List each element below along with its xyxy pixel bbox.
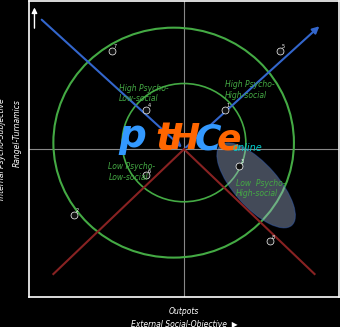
- Text: p: p: [118, 117, 146, 155]
- Text: External Social-Objective  ▶: External Social-Objective ▶: [131, 320, 237, 327]
- Text: 4: 4: [148, 103, 151, 108]
- Text: C: C: [195, 122, 221, 156]
- Text: Outpots: Outpots: [169, 307, 199, 316]
- Text: 6: 6: [148, 169, 151, 174]
- Text: 1: 1: [227, 103, 230, 108]
- Text: online: online: [233, 143, 262, 153]
- Text: H: H: [169, 122, 199, 156]
- Text: 7: 7: [114, 44, 117, 49]
- Text: Rangel-Turnamics: Rangel-Turnamics: [13, 99, 22, 167]
- Text: High Psycho-
Low-social: High Psycho- Low-social: [119, 83, 168, 103]
- Text: e: e: [216, 122, 241, 156]
- Ellipse shape: [217, 143, 295, 228]
- Text: 8: 8: [272, 234, 275, 240]
- Text: High Psycho-
High-social: High Psycho- High-social: [225, 80, 275, 100]
- Text: 5: 5: [282, 44, 285, 49]
- Text: 3: 3: [241, 159, 244, 164]
- Text: Low Psycho-
Low-social: Low Psycho- Low-social: [108, 162, 155, 182]
- Text: Low  Psycho-
High-social: Low Psycho- High-social: [236, 179, 285, 198]
- Text: Internal Psycho-Subjective: Internal Psycho-Subjective: [0, 98, 6, 200]
- Text: t: t: [156, 120, 174, 158]
- Text: 2: 2: [76, 208, 79, 213]
